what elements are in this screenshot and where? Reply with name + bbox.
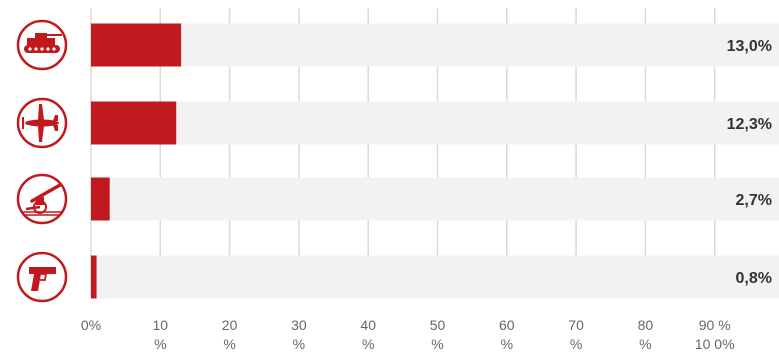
bar-tracks	[91, 23, 779, 299]
x-tick-label-line2: %	[639, 336, 651, 352]
x-tick-label-line2: %	[223, 336, 235, 352]
x-tick-label: 90 %	[699, 317, 731, 333]
bar	[91, 23, 182, 67]
x-tick-label: 0%	[81, 317, 101, 333]
artillery-icon	[16, 173, 68, 225]
bar	[91, 101, 177, 145]
x-tick-label-line2: %	[154, 336, 166, 352]
value-label: 13,0%	[727, 38, 772, 55]
x-tick-label: 60	[499, 317, 515, 333]
value-labels: 13,0% 12,3% 2,7% 0,8%	[727, 38, 772, 287]
x-tick-label: 50	[430, 317, 446, 333]
x-tick-label: 10	[153, 317, 169, 333]
x-tick-label-line2: %	[570, 336, 582, 352]
x-tick-label-line2: 10 0%	[695, 336, 735, 352]
bar-track	[91, 101, 779, 145]
bar	[91, 177, 110, 221]
tank-icon	[16, 19, 68, 71]
airplane-icon	[16, 97, 68, 149]
value-label: 12,3%	[727, 116, 772, 133]
bar-track	[91, 255, 779, 299]
bar-track	[91, 177, 779, 221]
value-label: 0,8%	[736, 270, 772, 287]
value-label: 2,7%	[736, 192, 772, 209]
x-tick-label-line2: %	[501, 336, 513, 352]
category-icons	[16, 19, 68, 303]
x-axis-ticks: 0% 10% 20% 30% 40% 50% 60% 70% 80% 90 % 10 0%	[81, 317, 735, 352]
x-tick-label: 20	[222, 317, 238, 333]
x-tick-label: 80	[638, 317, 654, 333]
bar	[91, 255, 97, 299]
x-tick-label-line2: %	[362, 336, 374, 352]
x-tick-label-line2: %	[293, 336, 305, 352]
x-tick-label: 70	[568, 317, 584, 333]
x-tick-label: 30	[291, 317, 307, 333]
bar-track	[91, 23, 779, 67]
x-tick-label-line2: %	[431, 336, 443, 352]
x-tick-label: 40	[360, 317, 376, 333]
pistol-icon	[16, 251, 68, 303]
bars	[91, 23, 182, 299]
